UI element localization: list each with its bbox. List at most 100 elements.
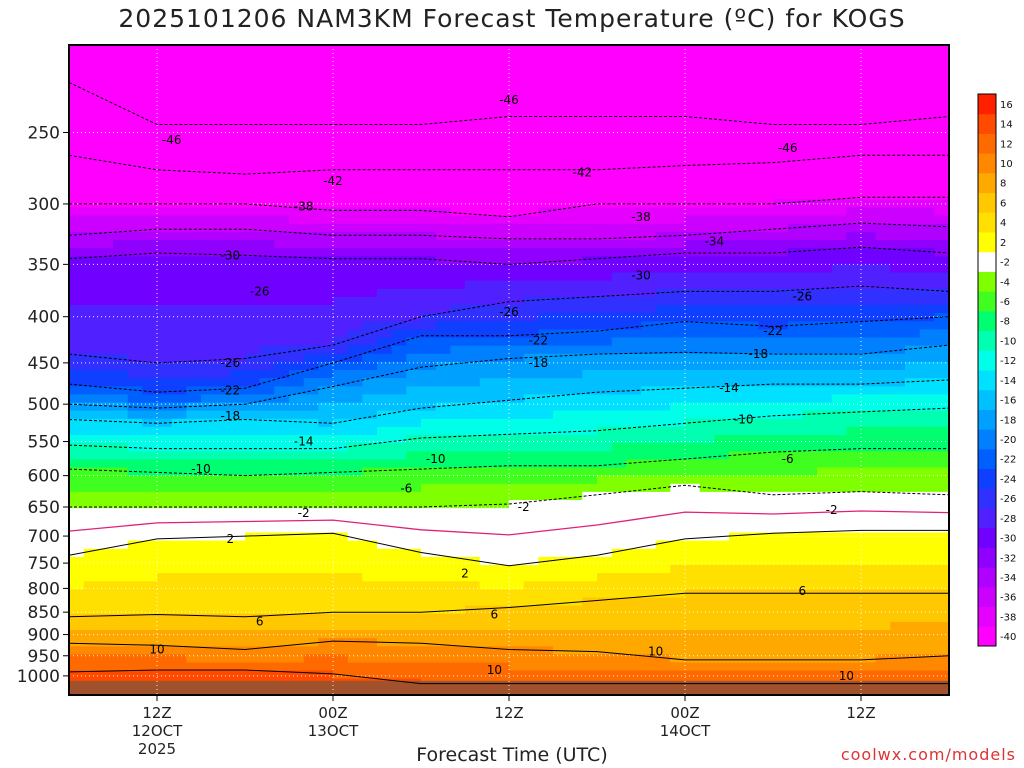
heat-cell bbox=[597, 183, 613, 192]
heat-cell bbox=[553, 45, 569, 54]
heat-cell bbox=[861, 45, 877, 54]
heat-cell bbox=[494, 524, 510, 534]
heat-cell bbox=[685, 670, 701, 680]
heat-cell bbox=[347, 207, 363, 217]
heat-cell bbox=[362, 158, 378, 168]
heat-cell bbox=[83, 581, 99, 590]
heat-cell bbox=[186, 654, 202, 664]
heat-cell bbox=[245, 500, 261, 509]
heat-cell bbox=[538, 573, 554, 582]
heat-cell bbox=[362, 345, 378, 355]
heat-cell bbox=[69, 565, 85, 574]
heat-cell bbox=[201, 426, 217, 436]
heat-cell bbox=[171, 361, 187, 371]
heat-cell bbox=[450, 248, 466, 257]
heat-cell bbox=[479, 597, 495, 607]
heat-cell bbox=[113, 296, 129, 306]
heat-cell bbox=[611, 93, 627, 103]
heat-cell bbox=[406, 621, 422, 631]
heat-cell bbox=[670, 516, 686, 525]
heat-cell bbox=[905, 573, 921, 582]
isotherm-line bbox=[69, 379, 949, 424]
heat-cell bbox=[347, 345, 363, 355]
colorbar-label: -16 bbox=[1000, 396, 1016, 407]
heat-cell bbox=[655, 77, 671, 87]
heat-cell bbox=[83, 77, 99, 87]
colorbar-swatch bbox=[978, 113, 996, 134]
heat-cell bbox=[435, 101, 451, 111]
heat-cell bbox=[641, 597, 657, 607]
heat-cell bbox=[230, 150, 246, 160]
heat-cell bbox=[259, 630, 275, 639]
heat-cell bbox=[729, 296, 745, 306]
heat-cell bbox=[846, 45, 862, 54]
heat-cell bbox=[391, 508, 407, 517]
heat-cell bbox=[83, 93, 99, 103]
heat-cell bbox=[553, 670, 569, 680]
heat-cell bbox=[245, 337, 261, 347]
heat-cell bbox=[289, 662, 305, 672]
heat-cell bbox=[861, 313, 877, 322]
heat-cell bbox=[802, 313, 818, 322]
heat-cell bbox=[435, 126, 451, 135]
heat-cell bbox=[905, 443, 921, 452]
heat-cell bbox=[289, 207, 305, 217]
heat-cell bbox=[641, 150, 657, 160]
heat-cell bbox=[802, 256, 818, 265]
heat-cell bbox=[846, 191, 862, 200]
heat-cell bbox=[919, 662, 935, 672]
heat-cell bbox=[831, 483, 847, 493]
heat-cell bbox=[685, 548, 701, 558]
heat-cell bbox=[523, 386, 539, 395]
heat-cell bbox=[98, 191, 114, 200]
heat-cell bbox=[670, 264, 686, 274]
heat-cell bbox=[787, 394, 803, 404]
contour-label: -26 bbox=[499, 305, 519, 319]
heat-cell bbox=[391, 548, 407, 558]
heat-cell bbox=[259, 353, 275, 363]
heat-cell bbox=[934, 248, 949, 257]
heat-cell bbox=[98, 670, 114, 680]
heat-cell bbox=[465, 475, 481, 485]
heat-cell bbox=[303, 69, 319, 79]
heat-cell bbox=[611, 175, 627, 184]
heat-cell bbox=[113, 500, 129, 509]
heat-cell bbox=[98, 475, 114, 485]
heat-cell bbox=[98, 508, 114, 517]
contour-label: -42 bbox=[323, 174, 343, 188]
heat-cell bbox=[450, 361, 466, 371]
heat-cell bbox=[83, 459, 99, 469]
heat-cell bbox=[450, 370, 466, 379]
heat-cell bbox=[113, 345, 129, 355]
heat-cell bbox=[641, 118, 657, 127]
heat-cell bbox=[171, 443, 187, 452]
heat-cell bbox=[479, 53, 495, 62]
heat-cell bbox=[641, 272, 657, 282]
heat-cell bbox=[538, 77, 554, 87]
heat-cell bbox=[934, 467, 949, 477]
heat-cell bbox=[890, 646, 906, 655]
heat-cell bbox=[450, 410, 466, 420]
heat-cell bbox=[831, 45, 847, 54]
heat-cell bbox=[245, 215, 261, 225]
heat-cell bbox=[479, 646, 495, 655]
heat-cell bbox=[743, 378, 759, 387]
heat-cell bbox=[450, 426, 466, 436]
heat-cell bbox=[626, 483, 642, 493]
heat-cell bbox=[157, 272, 173, 282]
heat-cell bbox=[875, 183, 891, 192]
heat-cell bbox=[98, 565, 114, 574]
heat-cell bbox=[729, 61, 745, 70]
heat-cell bbox=[391, 662, 407, 672]
heat-cell bbox=[435, 654, 451, 664]
heat-cell bbox=[890, 118, 906, 127]
heat-cell bbox=[215, 565, 231, 574]
heat-cell bbox=[215, 370, 231, 379]
heat-cell bbox=[259, 256, 275, 265]
heat-cell bbox=[773, 410, 789, 420]
heat-cell bbox=[127, 256, 143, 265]
heat-cell bbox=[157, 101, 173, 111]
heat-cell bbox=[377, 435, 393, 444]
heat-cell bbox=[919, 613, 935, 623]
heat-cell bbox=[934, 345, 949, 355]
